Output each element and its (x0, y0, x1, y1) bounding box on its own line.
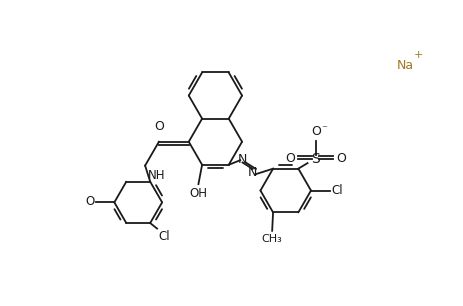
Text: OH: OH (189, 187, 207, 200)
Text: O: O (286, 152, 295, 165)
Text: CH₃: CH₃ (262, 234, 282, 244)
Text: N: N (248, 166, 257, 179)
Text: Cl: Cl (332, 184, 343, 197)
Text: +: + (414, 50, 423, 60)
Text: O: O (86, 195, 95, 208)
Text: O: O (336, 152, 346, 165)
Text: N: N (238, 153, 247, 166)
Text: O: O (154, 121, 164, 133)
Text: O: O (311, 125, 321, 138)
Text: ⁻: ⁻ (321, 125, 327, 135)
Text: Na: Na (397, 59, 414, 72)
Text: S: S (312, 151, 320, 166)
Text: NH: NH (147, 169, 165, 182)
Text: Cl: Cl (158, 230, 169, 243)
